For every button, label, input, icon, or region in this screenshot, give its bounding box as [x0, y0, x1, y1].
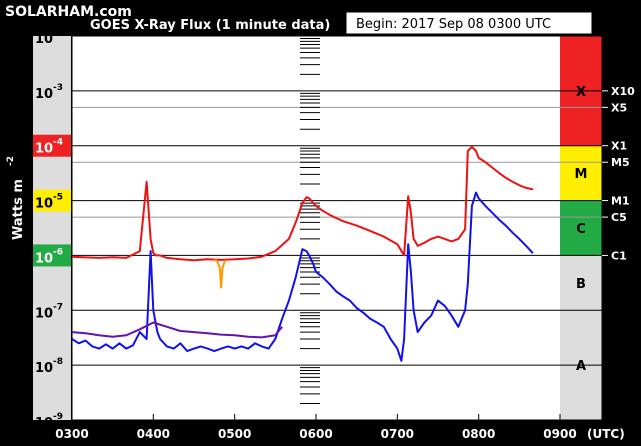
- series-line-long: [71, 145, 534, 262]
- class-band-label: B: [576, 277, 586, 292]
- y-tick-label: 10: [35, 32, 53, 47]
- y-tick-label: 10: [35, 416, 53, 431]
- class-marker-label: M5: [611, 156, 630, 169]
- class-band-label: X: [576, 85, 586, 100]
- class-band-m: [560, 145, 602, 201]
- y-tick-exponent: -4: [53, 138, 63, 148]
- site-name: SOLARHAM.com: [5, 4, 132, 20]
- class-bands: X M C B A: [560, 36, 602, 420]
- x-tick-label: 0400: [137, 427, 170, 441]
- x-tick-labels: 0300 0400 0500 0600 0700 0800 0900: [55, 427, 576, 441]
- plot-area: [72, 36, 560, 420]
- x-tick-label: 0900: [543, 427, 576, 441]
- y-tick-exponent: -5: [53, 193, 63, 203]
- x-tick-label: 0500: [218, 427, 251, 441]
- y-axis-panel: [33, 36, 71, 420]
- class-marker-labels: X10 X5 X1 M5 M1 C5 C1: [602, 85, 635, 262]
- x-tick-label: 0300: [55, 427, 88, 441]
- y-tick-exponent: -7: [53, 302, 63, 312]
- y-axis-label-exponent: -2: [6, 156, 16, 166]
- y-tick-label: 10: [35, 306, 53, 321]
- plot-frame: [71, 35, 603, 421]
- series-layer: [71, 145, 534, 362]
- y-tick-exponent: -9: [53, 412, 63, 422]
- x-tick-label: 0600: [299, 427, 332, 441]
- class-marker-label: X1: [611, 140, 627, 153]
- y-tick-exponent: -8: [53, 357, 63, 367]
- y-tick-exponent: -3: [53, 83, 63, 93]
- begin-label: Begin: 2017 Sep 08 0300 UTC: [356, 17, 551, 32]
- y-tick-exponent: -2: [53, 28, 63, 38]
- class-band-label: M: [575, 167, 588, 182]
- x-axis-label: (UTC): [587, 427, 625, 441]
- class-marker-label: C1: [611, 249, 627, 262]
- class-marker-label: C5: [611, 211, 627, 224]
- class-marker-label: X5: [611, 101, 627, 114]
- series-line-short: [71, 191, 534, 362]
- x-tick-label: 0800: [462, 427, 495, 441]
- y-tick-label: 10: [35, 251, 53, 266]
- y-tick-label: 10: [35, 87, 53, 102]
- class-band-b: [560, 255, 602, 311]
- series-line-short-alt: [71, 321, 283, 339]
- series-line-long-alt: [214, 258, 227, 289]
- y-tick-band-bg: [33, 189, 71, 212]
- y-tick-band-bg: [33, 134, 71, 157]
- grid-lines: [71, 35, 603, 421]
- class-band-label: A: [576, 359, 586, 374]
- y-tick-label: 10: [35, 197, 53, 212]
- class-marker-label: M1: [611, 195, 630, 208]
- y-tick-label: 10: [35, 361, 53, 376]
- y-tick-band-bg: [33, 244, 71, 267]
- class-band-c: [560, 200, 602, 256]
- y-tick-label: 10: [35, 142, 53, 157]
- y-axis-label: Watts m: [11, 179, 26, 240]
- chart-title: GOES X-Ray Flux (1 minute data): [90, 18, 330, 33]
- class-band-label: C: [576, 222, 586, 237]
- y-tick-labels: 10-210-310-410-510-610-710-810-9: [33, 28, 71, 431]
- class-marker-label: X10: [611, 85, 635, 98]
- y-tick-exponent: -6: [53, 247, 63, 257]
- x-tick-label: 0700: [381, 427, 414, 441]
- begin-box: [345, 11, 593, 35]
